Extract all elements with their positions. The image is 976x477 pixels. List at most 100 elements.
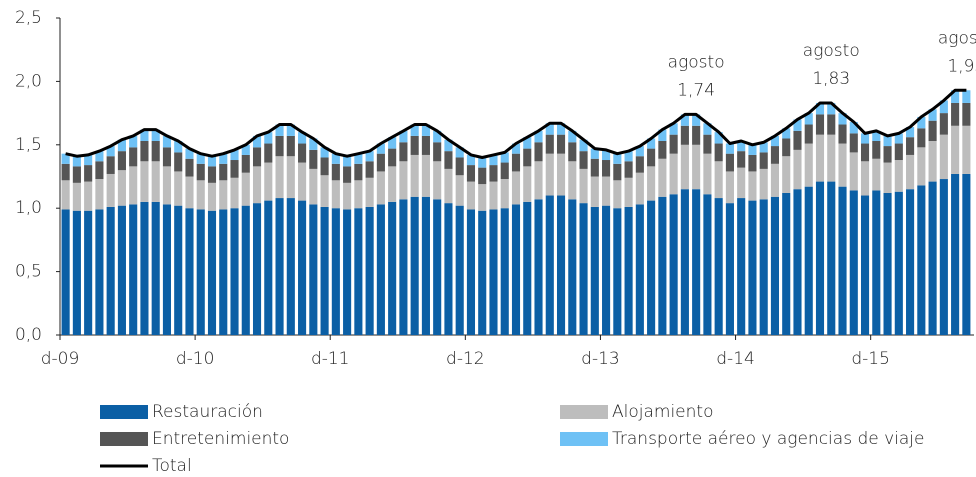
bar-segment [185,148,194,159]
bar-segment [883,162,892,193]
bar-segment [793,189,802,335]
bar-segment [860,195,870,335]
bar-segment [680,114,689,126]
bar-segment [320,206,329,335]
bar-segment [602,205,611,335]
bar-segment [354,163,363,181]
bar-segment [635,156,644,173]
bar-segment [658,140,667,159]
bar-segment [545,123,554,135]
bar-segment [793,119,802,131]
bar-segment [635,172,644,205]
bar-segment [286,198,295,335]
legend-swatch [560,405,608,419]
bar-segment [264,200,273,335]
bar-segment [376,153,385,172]
bar-segment [151,129,160,141]
bar-segment [917,147,926,186]
bar-segment [759,142,768,153]
bar-segment [455,205,464,335]
bar-segment [827,114,836,135]
bar-segment [95,161,104,180]
bar-segment [770,135,780,147]
bar-segment [298,200,307,335]
bar-segment [827,102,836,115]
bar-segment [466,165,476,182]
bar-segment [534,142,543,162]
bar-segment [117,170,126,206]
bar-segment [579,168,588,204]
bar-segment [174,140,183,153]
bar-segment [748,200,757,335]
bar-segment [84,210,93,335]
bar-segment [410,124,419,136]
bar-segment [827,181,836,335]
bar-segment [613,180,622,209]
bar-segment [252,147,262,167]
bar-segment [725,143,734,154]
bar-segment [759,168,768,200]
bar-segment [602,149,611,161]
bar-segment [872,158,881,191]
bar-segment [421,135,430,155]
bar-segment [928,140,937,182]
bar-segment [793,149,802,190]
bar-segment [613,153,622,164]
bar-segment [692,125,701,145]
bar-segment [376,143,385,154]
bar-segment [185,176,194,209]
bar-segment [275,124,284,136]
bar-segment [410,135,419,155]
bar-segment [714,132,723,144]
bar-segment [309,149,318,169]
bar-segment [365,161,374,178]
bar-segment [343,209,352,335]
bar-segment [388,166,397,202]
bar-segment [917,185,926,335]
bar-segment [162,166,172,205]
bar-segment [669,123,678,135]
bar-segment [680,189,689,335]
bar-segment [568,161,577,200]
bar-segment [129,147,138,167]
bar-segment [793,130,802,150]
bar-segment [219,180,228,210]
bar-segment [433,161,442,200]
annotation-value: 1,74 [677,80,715,100]
bar-segment [894,143,903,161]
bar-segment [602,176,611,206]
bar-segment [500,179,509,209]
bar-segment [725,203,734,335]
bar-segment [523,137,532,149]
bar-segment [140,201,149,335]
bar-segment [602,160,611,177]
bar-segment [511,204,521,335]
bar-segment [962,125,971,174]
bar-segment [545,134,554,154]
bar-segment [534,130,543,143]
annotation-value: 1,83 [812,69,850,89]
bar-segment [590,148,599,159]
bar-segment [219,153,228,164]
bar-segment [410,154,419,197]
bar-segment [917,116,926,129]
bar-segment [365,206,374,335]
bar-segment [399,161,408,200]
bar-segment [320,147,329,158]
bar-segment [309,204,318,335]
bar-segment [523,148,532,167]
bar-segment [962,90,971,103]
bar-segment [635,146,644,157]
bar-segment [298,143,307,163]
bar-segment [331,208,340,335]
bar-segment [849,152,858,191]
legend-swatch [560,432,608,446]
bar-segment [906,154,915,190]
bar-segment [647,166,656,201]
bar-segment [466,181,476,210]
bar-segment [500,152,509,163]
bar-segment [275,198,284,335]
bar-segment [647,200,656,335]
bar-segment [815,134,825,182]
